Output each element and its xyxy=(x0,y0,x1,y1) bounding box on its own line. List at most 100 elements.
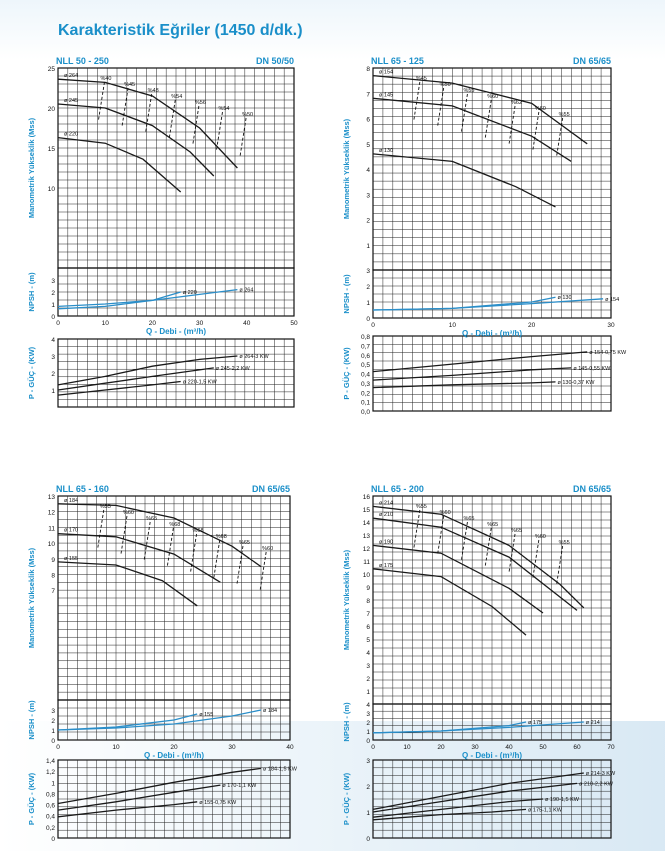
head-ytick-label: 4 xyxy=(366,167,370,174)
efficiency-label: %65 xyxy=(463,516,474,522)
power-ytick-label: 2 xyxy=(366,784,370,791)
x-axis-label: Q - Debi - (m³/h) xyxy=(462,751,522,760)
chart-panel-nll-50-250: NLL 50 - 250 DN 50/50 10 15 20 25 Manometrik Y… xyxy=(14,54,310,412)
head-ytick-label: 9 xyxy=(366,585,370,592)
head-ytick-label: 3 xyxy=(366,663,370,670)
power-ytick-label: 0,5 xyxy=(361,362,370,369)
head-ylabel: Manometrik Yükseklik (Mss) xyxy=(342,549,351,650)
head-ytick-label: 6 xyxy=(366,624,370,631)
head-series-line xyxy=(372,517,578,611)
power-ytick-label: 1 xyxy=(51,388,55,395)
npsh-series-label: ø 220 xyxy=(183,290,197,296)
head-ytick-label: 25 xyxy=(48,66,56,73)
power-ylabel: P - GÜÇ - (KW) xyxy=(27,346,36,399)
x-tick-label: 60 xyxy=(573,744,581,751)
npsh-ytick-label: 1 xyxy=(366,729,370,736)
x-tick-label: 30 xyxy=(228,744,236,751)
chart-dn-label: DN 65/65 xyxy=(573,56,611,66)
head-ytick-label: 9 xyxy=(51,557,55,564)
npsh-ytick-label: 1 xyxy=(51,302,55,309)
chart-svg: NLL 65 - 125 DN 65/65 1 2 3 4 5 6 7 8 Manometrik Y… xyxy=(342,56,627,416)
page-title: Karakteristik Eğriler (1450 d/dk.) xyxy=(58,22,303,39)
efficiency-label: %56 xyxy=(195,100,206,106)
power-ylabel: P - GÜÇ - (KW) xyxy=(342,347,351,400)
efficiency-iso-line xyxy=(236,545,244,585)
npsh-ylabel: NPSH - (m) xyxy=(342,274,351,314)
x-tick-label: 50 xyxy=(539,744,547,751)
power-ytick-label: 0,2 xyxy=(46,825,55,832)
chart-panel-nll-65-160: NLL 65 - 160 DN 65/65 7 8 9 10 11 12 13 Manometri… xyxy=(14,478,310,843)
npsh-series-label: ø 184 xyxy=(263,708,277,714)
efficiency-label: %54 xyxy=(218,106,229,112)
power-ytick-label: 0,6 xyxy=(46,803,55,810)
efficiency-iso-line xyxy=(239,117,247,157)
efficiency-iso-line xyxy=(259,551,267,591)
npsh-series-line xyxy=(372,721,584,734)
x-tick-label: 40 xyxy=(243,320,251,327)
efficiency-label: %60 xyxy=(262,546,273,552)
x-tick-label: 10 xyxy=(112,744,120,751)
efficiency-iso-line xyxy=(532,111,540,151)
power-series-label: ø 210-2,2 KW xyxy=(579,781,614,787)
head-ytick-label: 7 xyxy=(366,611,370,618)
efficiency-iso-line xyxy=(532,539,540,579)
head-ytick-label: 4 xyxy=(366,650,370,657)
efficiency-label: %60 xyxy=(535,106,546,112)
head-series-label: ø 214 xyxy=(379,500,393,506)
efficiency-iso-line xyxy=(437,87,445,127)
head-series-line xyxy=(57,103,215,177)
power-series-label: ø 245-2,2 KW xyxy=(216,366,251,372)
power-series-line xyxy=(57,801,198,818)
power-ytick-label: 0,4 xyxy=(361,372,370,379)
head-ytick-label: 10 xyxy=(48,541,56,548)
efficiency-iso-line xyxy=(145,93,153,133)
power-ytick-label: 2 xyxy=(51,371,55,378)
power-ytick-label: 0,7 xyxy=(361,343,370,350)
npsh-series-line xyxy=(372,298,604,311)
efficiency-iso-line xyxy=(120,515,128,555)
head-ytick-label: 10 xyxy=(363,572,371,579)
head-ytick-label: 2 xyxy=(366,218,370,225)
npsh-ytick-label: 0 xyxy=(51,738,55,745)
head-series-label: ø 154 xyxy=(379,70,393,76)
power-series-line xyxy=(372,808,527,821)
head-series-line xyxy=(372,97,572,162)
npsh-ylabel: NPSH - (m) xyxy=(27,700,36,740)
power-ytick-label: 0,1 xyxy=(361,400,370,407)
npsh-series-label: ø 214 xyxy=(586,720,600,726)
x-tick-label: 10 xyxy=(403,744,411,751)
efficiency-iso-line xyxy=(192,105,200,145)
head-ytick-label: 8 xyxy=(366,66,370,73)
efficiency-label: %50 xyxy=(440,82,451,88)
power-series-label: ø 154-0,75 KW xyxy=(589,350,627,356)
head-series-line xyxy=(372,505,585,609)
npsh-series-label: ø 175 xyxy=(528,720,542,726)
x-axis-label: Q - Debi - (m³/h) xyxy=(144,751,204,760)
head-series-line xyxy=(372,544,544,614)
npsh-ytick-label: 2 xyxy=(366,284,370,291)
power-series-line xyxy=(372,367,572,381)
x-tick-label: 10 xyxy=(102,320,110,327)
power-ytick-label: 4 xyxy=(51,337,55,344)
efficiency-label: %55 xyxy=(559,540,570,546)
chart-svg: NLL 65 - 160 DN 65/6578910111213Manometri… xyxy=(27,484,298,843)
npsh-ylabel: NPSH - (m) xyxy=(342,702,351,742)
efficiency-label: %60 xyxy=(535,534,546,540)
efficiency-iso-line xyxy=(98,81,105,121)
head-series-line xyxy=(372,153,556,208)
power-ytick-label: 0,2 xyxy=(361,390,370,397)
head-series-label: ø 264 xyxy=(64,73,78,79)
power-ylabel: P - GÜÇ - (KW) xyxy=(342,772,351,825)
efficiency-label: %40 xyxy=(100,76,111,82)
power-series-line xyxy=(57,367,214,391)
chart-title: NLL 65 - 160 xyxy=(56,484,109,494)
npsh-series-label: ø 155 xyxy=(199,712,213,718)
head-ytick-label: 15 xyxy=(48,146,56,153)
x-tick-label: 10 xyxy=(449,322,457,329)
power-series-line xyxy=(372,782,578,813)
power-series-label: ø 214-3 KW xyxy=(586,771,616,777)
npsh-ylabel: NPSH - (m) xyxy=(27,272,36,312)
npsh-series-label: ø 154 xyxy=(605,297,619,303)
power-series-line xyxy=(372,351,588,373)
npsh-ytick-label: 1 xyxy=(366,300,370,307)
